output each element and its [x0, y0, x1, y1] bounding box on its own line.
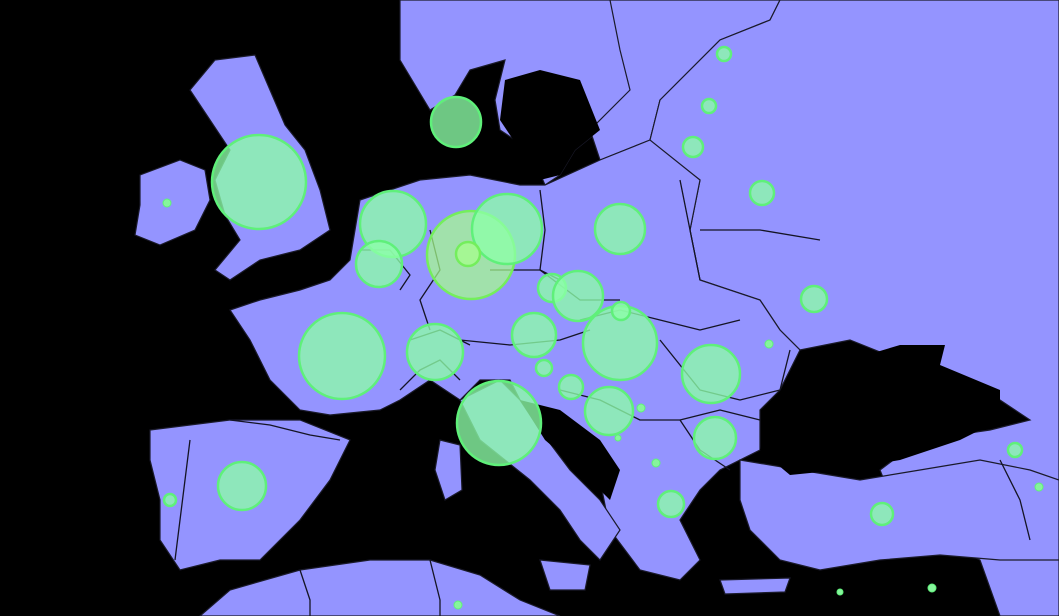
border-africa-2 [429, 559, 441, 616]
bubble-layer [162, 45, 1044, 610]
bubble-croatia[interactable] [557, 373, 585, 401]
bubble-turkey[interactable] [869, 501, 895, 527]
bubble-france[interactable] [297, 311, 387, 401]
bubble-poland[interactable] [593, 202, 647, 256]
bubble-romania[interactable] [680, 343, 742, 405]
black-sea [760, 345, 1000, 475]
border-es-pt [174, 439, 191, 561]
land-sardinia [434, 439, 463, 501]
bubble-moldova[interactable] [764, 339, 774, 349]
border-turkey [999, 459, 1031, 541]
land-crete [719, 577, 791, 595]
tyrrhenian-sea [470, 440, 555, 560]
bubble-portugal[interactable] [162, 492, 178, 508]
bubble-serbia[interactable] [583, 385, 635, 437]
bubble-russia-1[interactable] [681, 135, 705, 159]
bubble-belarus[interactable] [748, 179, 776, 207]
land-anatolia [739, 459, 1059, 571]
border-pl-east [679, 179, 701, 281]
bubble-czech-east[interactable] [551, 269, 605, 323]
bubble-montenegro[interactable] [614, 434, 622, 442]
bubble-albania[interactable] [636, 403, 646, 413]
land-ireland [134, 159, 211, 246]
bubble-malta[interactable] [453, 600, 463, 610]
border-africa [299, 569, 311, 616]
adriatic-sea [520, 400, 620, 500]
bubble-greece[interactable] [656, 489, 686, 519]
border-bg [679, 409, 761, 421]
bubble-russia-2[interactable] [700, 97, 718, 115]
bubble-united-kingdom[interactable] [210, 133, 308, 231]
bubble-italy[interactable] [455, 379, 543, 467]
bubble-macedonia[interactable] [651, 458, 661, 468]
bubble-denmark[interactable] [429, 95, 483, 149]
land-sicily [539, 559, 591, 591]
border-fr-es [229, 419, 341, 441]
bubble-bulgaria[interactable] [692, 415, 738, 461]
bubble-ireland[interactable] [162, 198, 172, 208]
baltic-sea [500, 70, 600, 180]
bubble-israel[interactable] [927, 583, 937, 593]
bubble-armenia[interactable] [1034, 482, 1044, 492]
border-belarus [700, 229, 821, 241]
bubble-ukraine[interactable] [799, 284, 829, 314]
bubble-switzerland[interactable] [405, 322, 465, 382]
bubble-belgium[interactable] [354, 239, 404, 289]
bubble-georgia[interactable] [1006, 441, 1024, 459]
bubble-slovakia[interactable] [610, 300, 632, 322]
bubble-cyprus[interactable] [836, 588, 844, 596]
bubble-germany-center[interactable] [454, 240, 482, 268]
bubble-slovenia[interactable] [534, 358, 554, 378]
bubble-austria[interactable] [510, 311, 558, 359]
bubble-germany-east[interactable] [470, 192, 544, 266]
bubble-spain[interactable] [216, 460, 268, 512]
bubble-russia-3[interactable] [715, 45, 733, 63]
